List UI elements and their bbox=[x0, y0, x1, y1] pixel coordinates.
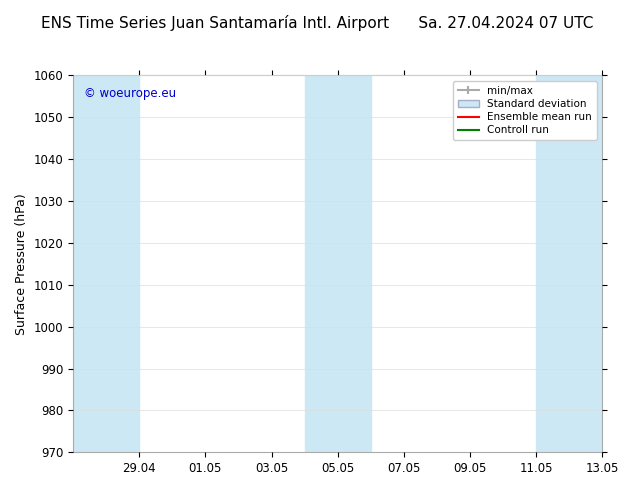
Legend: min/max, Standard deviation, Ensemble mean run, Controll run: min/max, Standard deviation, Ensemble me… bbox=[453, 81, 597, 141]
Text: © woeurope.eu: © woeurope.eu bbox=[84, 87, 176, 100]
Bar bbox=[73, 75, 139, 452]
Bar bbox=[536, 75, 602, 452]
Bar bbox=[304, 75, 371, 452]
Text: ENS Time Series Juan Santamaría Intl. Airport      Sa. 27.04.2024 07 UTC: ENS Time Series Juan Santamaría Intl. Ai… bbox=[41, 15, 593, 31]
Y-axis label: Surface Pressure (hPa): Surface Pressure (hPa) bbox=[15, 193, 28, 335]
